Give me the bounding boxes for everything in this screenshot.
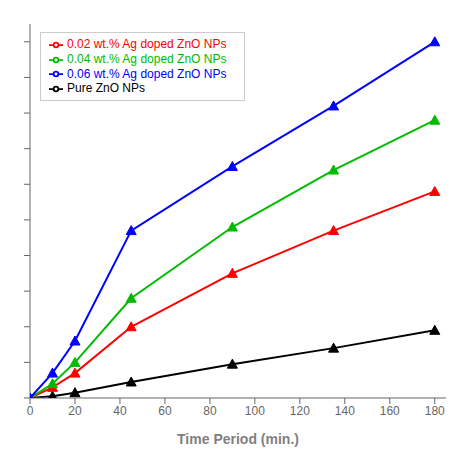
svg-text:60: 60 xyxy=(158,404,172,418)
svg-text:160: 160 xyxy=(380,404,400,418)
svg-text:20: 20 xyxy=(68,404,82,418)
svg-text:140: 140 xyxy=(335,404,355,418)
svg-text:80: 80 xyxy=(203,404,217,418)
html-text:0.06 wt.% Ag doped ZnO NPs: 0.06 wt.% Ag doped ZnO NPs xyxy=(67,66,227,81)
html-text:0.02 wt.% Ag doped ZnO NPs: 0.02 wt.% Ag doped ZnO NPs xyxy=(67,37,227,51)
svg-text:120: 120 xyxy=(290,404,310,418)
html-text:0.04 wt.% Ag doped ZnO NPs: 0.04 wt.% Ag doped ZnO NPs xyxy=(67,51,227,66)
html-text:Pure ZnO NPs: Pure ZnO NPs xyxy=(67,81,145,96)
svg-text:40: 40 xyxy=(113,404,127,418)
svg-text:0: 0 xyxy=(27,404,34,418)
svg-text:100: 100 xyxy=(245,404,265,418)
svg-text:Time Period (min.): Time Period (min.) xyxy=(177,431,299,447)
svg-text:180: 180 xyxy=(425,404,445,418)
